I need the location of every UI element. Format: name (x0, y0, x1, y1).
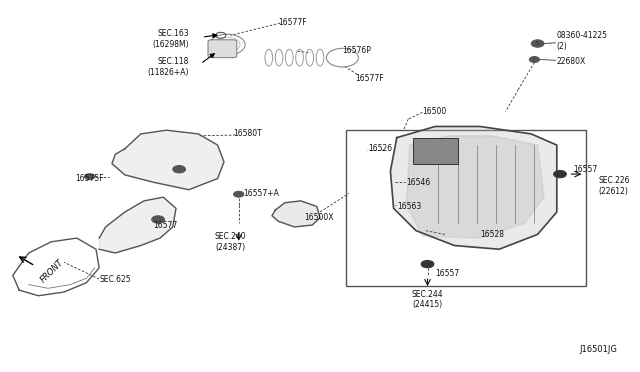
Text: S: S (536, 41, 540, 46)
Text: 16577: 16577 (154, 221, 178, 230)
Bar (413, 138, 458, 164)
Text: SEC.244
(24415): SEC.244 (24415) (412, 290, 444, 309)
Text: SEC.240
(24387): SEC.240 (24387) (214, 232, 246, 251)
Text: FRONT: FRONT (39, 258, 66, 285)
Circle shape (234, 191, 244, 197)
Circle shape (152, 216, 164, 223)
Text: 16526: 16526 (368, 144, 392, 153)
Circle shape (84, 174, 95, 180)
Text: J16501JG: J16501JG (580, 345, 618, 354)
Text: 16577F: 16577F (355, 74, 384, 83)
Bar (346, 130, 586, 286)
Polygon shape (99, 197, 176, 253)
Circle shape (421, 260, 434, 268)
Polygon shape (112, 130, 224, 190)
Text: 16563: 16563 (397, 202, 421, 211)
Text: 16528: 16528 (480, 230, 504, 239)
Text: 16557+A: 16557+A (243, 189, 279, 198)
Text: SEC.625: SEC.625 (99, 275, 131, 283)
Text: 16557: 16557 (573, 165, 597, 174)
Text: 16580T: 16580T (234, 129, 262, 138)
Text: 16557: 16557 (435, 269, 460, 278)
Circle shape (531, 40, 544, 47)
Text: 16500: 16500 (422, 107, 447, 116)
Polygon shape (272, 201, 320, 227)
Text: SEC.118
(11826+A): SEC.118 (11826+A) (147, 57, 189, 77)
Circle shape (529, 57, 540, 62)
Text: 08360-41225
(2): 08360-41225 (2) (557, 31, 608, 51)
Circle shape (173, 166, 186, 173)
FancyBboxPatch shape (208, 40, 237, 58)
Polygon shape (390, 126, 557, 249)
Text: 16575F: 16575F (76, 174, 104, 183)
Text: 16546: 16546 (406, 178, 431, 187)
Circle shape (554, 170, 566, 178)
Text: 16500X: 16500X (304, 213, 333, 222)
Text: SEC.163
(16298M): SEC.163 (16298M) (152, 29, 189, 49)
Text: 16577F: 16577F (278, 18, 307, 27)
Text: 22680X: 22680X (557, 57, 586, 66)
Text: 16576P: 16576P (342, 46, 371, 55)
Text: SEC.226
(22612): SEC.226 (22612) (598, 176, 630, 196)
Polygon shape (406, 136, 544, 238)
